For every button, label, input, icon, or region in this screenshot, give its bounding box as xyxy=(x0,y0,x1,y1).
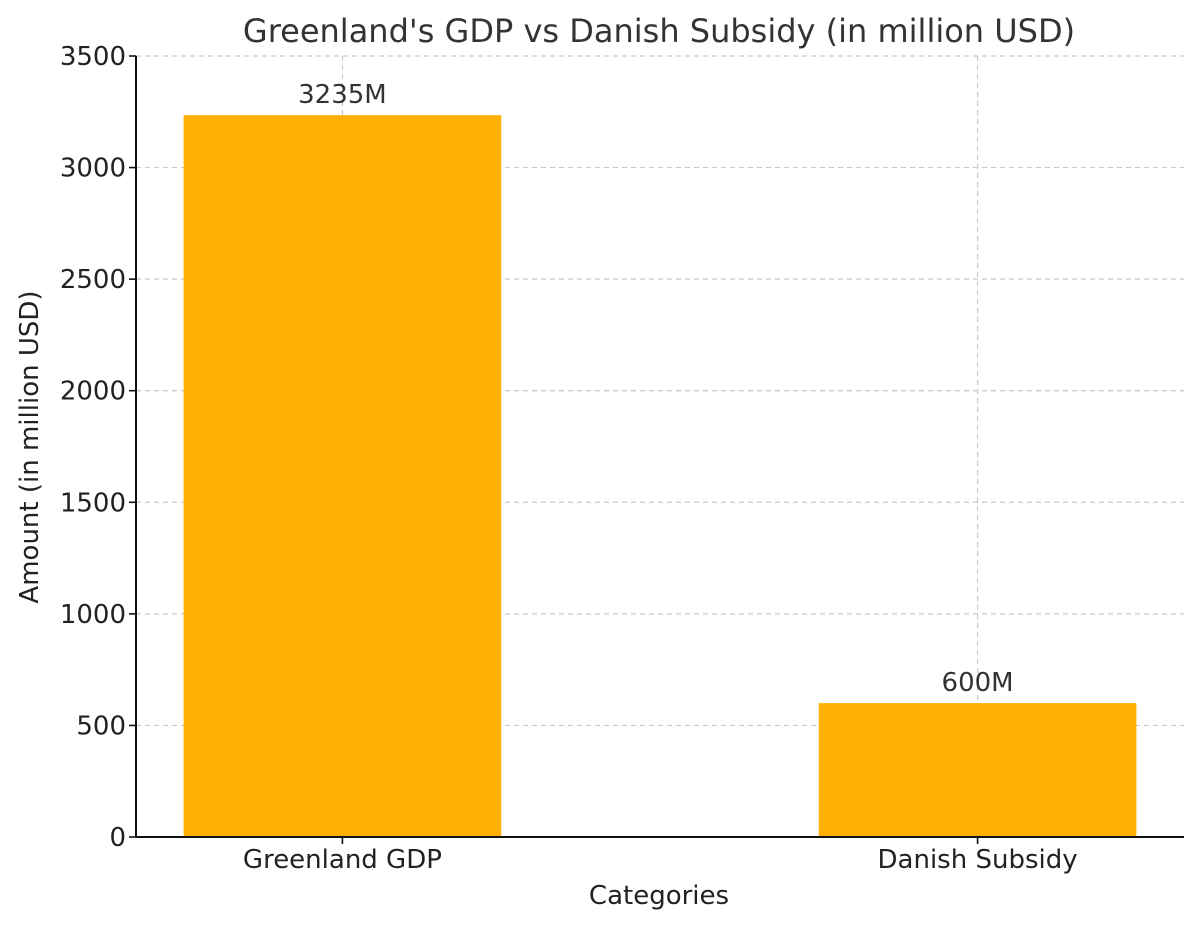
y-tick-label-2: 1000 xyxy=(60,600,126,630)
tick-labels: 0 500 1000 1500 2000 2500 3000 3500 Greenland GD… xyxy=(60,42,1078,875)
bars xyxy=(183,115,1137,837)
y-tick-label-1: 500 xyxy=(76,711,126,741)
y-tick-label-3: 1500 xyxy=(60,488,126,518)
data-labels: 3235M 600M xyxy=(298,80,1013,698)
x-tick-label-0: Greenland GDP xyxy=(243,845,442,875)
y-tick-label-0: 0 xyxy=(109,823,126,853)
bar-0 xyxy=(183,115,502,837)
data-label-0: 3235M xyxy=(298,80,387,110)
axes xyxy=(129,55,1184,844)
y-tick-label-6: 3000 xyxy=(60,154,126,184)
chart-title: Greenland's GDP vs Danish Subsidy (in mi… xyxy=(243,12,1075,50)
y-axis-label: Amount (in million USD) xyxy=(15,290,45,603)
y-tick-label-5: 2500 xyxy=(60,265,126,295)
x-tick-label-1: Danish Subsidy xyxy=(878,845,1078,875)
bar-1 xyxy=(818,703,1137,837)
y-tick-label-4: 2000 xyxy=(60,377,126,407)
data-label-1: 600M xyxy=(942,668,1014,698)
x-axis-label: Categories xyxy=(589,881,729,911)
y-tick-label-7: 3500 xyxy=(60,42,126,72)
